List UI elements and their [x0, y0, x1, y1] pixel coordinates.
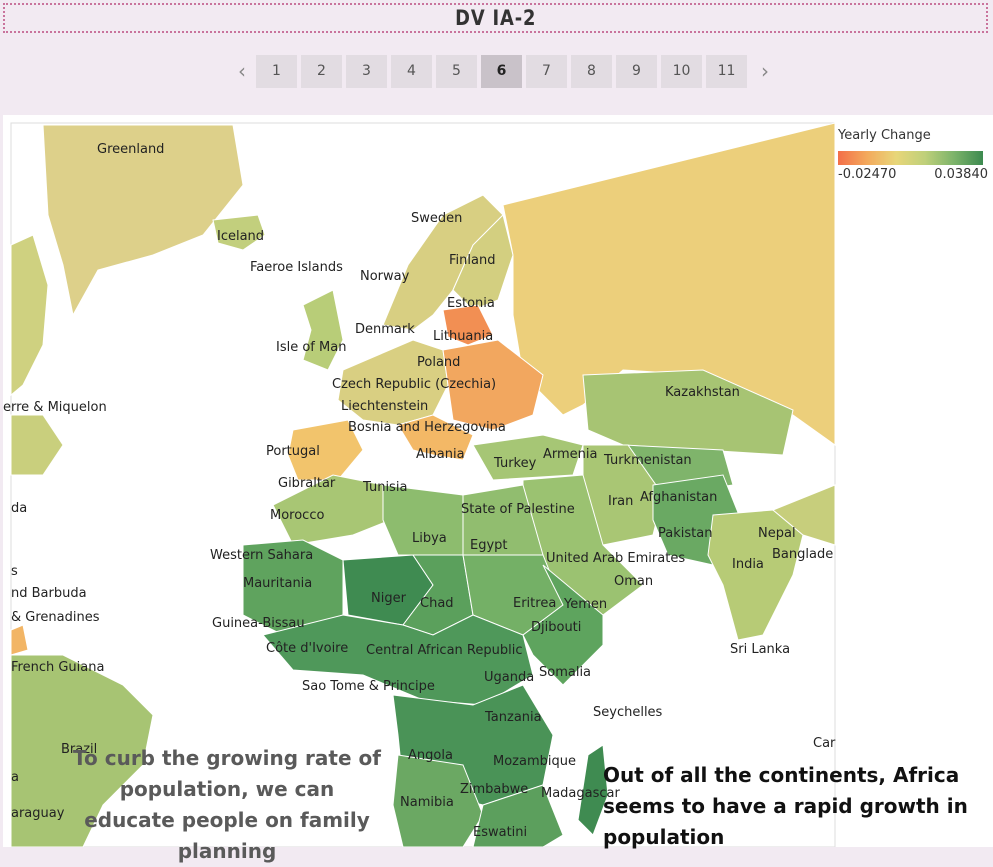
map-label-sweden: Sweden	[411, 211, 462, 226]
map-label-portugal: Portugal	[266, 444, 320, 459]
map-label-car-fragment: Car	[813, 736, 836, 751]
map-label-uae: United Arab Emirates	[546, 551, 685, 566]
page-button-5[interactable]: 5	[436, 54, 477, 88]
map-label-paraguay: araguay	[11, 806, 65, 821]
map-label-central-african-republic: Central African Republic	[366, 643, 522, 658]
map-label-eritrea: Eritrea	[513, 596, 556, 611]
annotation-right: Out of all the continents, Africa seems …	[603, 763, 968, 849]
map-label-gibraltar: Gibraltar	[278, 476, 336, 491]
map-label-bosnia: Bosnia and Herzegovina	[348, 420, 506, 435]
story-pager: ‹ 1 2 3 4 5 6 7 8 9 10 11 ›	[228, 54, 779, 88]
color-legend: Yearly Change -0.02470 0.03840	[838, 128, 988, 182]
chevron-left-icon[interactable]: ‹	[238, 59, 246, 83]
map-label-bangladesh: Banglade	[772, 547, 833, 562]
map-label-armenia: Armenia	[543, 447, 598, 462]
map-label-canada-fragment: da	[11, 501, 27, 516]
map-label-iceland: Iceland	[217, 229, 264, 244]
map-label-state-of-palestine: State of Palestine	[461, 502, 575, 517]
map-label-angola: Angola	[408, 748, 453, 763]
choropleth-map[interactable]: Greenland Iceland Faeroe Islands Norway …	[3, 115, 993, 847]
page-button-10[interactable]: 10	[661, 54, 702, 88]
map-label-zimbabwe: Zimbabwe	[460, 782, 528, 797]
map-label-tanzania: Tanzania	[484, 710, 542, 725]
legend-gradient	[838, 151, 983, 165]
map-label-liechtenstein: Liechtenstein	[341, 399, 428, 414]
page-button-9[interactable]: 9	[616, 54, 657, 88]
map-label-niger: Niger	[371, 591, 407, 606]
map-label-turkmenistan: Turkmenistan	[603, 453, 692, 468]
map-label-madagascar: Madagascar	[541, 786, 621, 801]
map-label-albania: Albania	[416, 447, 465, 462]
map-label-faeroe-islands: Faeroe Islands	[250, 260, 343, 275]
legend-title: Yearly Change	[838, 128, 931, 143]
map-label-somalia: Somalia	[539, 665, 591, 680]
map-label-sao-tome: Sao Tome & Principe	[302, 679, 435, 694]
map-label-estonia: Estonia	[447, 296, 495, 311]
map-panel[interactable]: Greenland Iceland Faeroe Islands Norway …	[3, 115, 993, 847]
map-label-saint-pierre-miquelon: erre & Miquelon	[3, 400, 107, 415]
map-label-western-sahara: Western Sahara	[210, 548, 313, 563]
map-label-mozambique: Mozambique	[493, 754, 576, 769]
page-button-3[interactable]: 3	[346, 54, 387, 88]
map-label-greenland: Greenland	[97, 142, 164, 157]
map-label-mauritania: Mauritania	[243, 576, 312, 591]
map-label-guinea-bissau: Guinea-Bissau	[212, 616, 305, 631]
map-label-namibia: Namibia	[400, 795, 454, 810]
legend-min: -0.02470	[838, 167, 897, 182]
page-button-7[interactable]: 7	[526, 54, 567, 88]
map-label-antigua-barbuda: nd Barbuda	[11, 586, 87, 601]
page-button-4[interactable]: 4	[391, 54, 432, 88]
map-label-turkey: Turkey	[493, 456, 537, 471]
map-label-grenadines: & Grenadines	[11, 610, 100, 625]
map-label-chad: Chad	[420, 596, 454, 611]
legend-max: 0.03840	[934, 167, 988, 182]
map-label-brazil: Brazil	[61, 742, 97, 757]
map-label-oman: Oman	[614, 574, 653, 589]
map-label-sri-lanka: Sri Lanka	[730, 642, 790, 657]
map-label-french-guiana: French Guiana	[11, 660, 104, 675]
map-label-seychelles: Seychelles	[593, 705, 663, 720]
map-label-norway: Norway	[360, 269, 410, 284]
map-label-isle-of-man: Isle of Man	[276, 340, 346, 355]
map-label-iran: Iran	[608, 494, 633, 509]
map-label-pakistan: Pakistan	[658, 526, 712, 541]
map-label-finland: Finland	[449, 253, 495, 268]
map-label-yemen: Yemen	[563, 597, 607, 612]
map-label-lithuania: Lithuania	[433, 329, 493, 344]
map-label-eswatini: Eswatini	[473, 825, 527, 840]
page-button-6[interactable]: 6	[481, 54, 522, 88]
map-label-czech-republic: Czech Republic (Czechia)	[332, 377, 496, 392]
map-label-cote-divoire: Côte d'Ivoire	[266, 641, 348, 656]
dashboard-title-bar: DV IA-2	[3, 3, 988, 33]
page-button-8[interactable]: 8	[571, 54, 612, 88]
map-label-fragment-s: s	[11, 564, 18, 579]
map-label-nepal: Nepal	[758, 526, 796, 541]
map-label-morocco: Morocco	[270, 508, 324, 523]
page-button-2[interactable]: 2	[301, 54, 342, 88]
map-label-libya: Libya	[412, 531, 447, 546]
page-button-1[interactable]: 1	[256, 54, 297, 88]
map-label-egypt: Egypt	[470, 538, 508, 553]
map-label-tunisia: Tunisia	[362, 480, 407, 495]
annotation-left: To curb the growing rate of population, …	[73, 746, 381, 863]
map-label-uganda: Uganda	[484, 670, 534, 685]
map-label-poland: Poland	[417, 355, 460, 370]
map-label-djibouti: Djibouti	[531, 620, 581, 635]
map-label-fragment-a: a	[11, 770, 19, 785]
map-label-india: India	[732, 557, 764, 572]
map-label-afghanistan: Afghanistan	[640, 490, 717, 505]
page-button-11[interactable]: 11	[706, 54, 747, 88]
map-label-denmark: Denmark	[355, 322, 415, 337]
chevron-right-icon[interactable]: ›	[761, 59, 769, 83]
dashboard-title: DV IA-2	[454, 6, 537, 30]
map-label-kazakhstan: Kazakhstan	[665, 385, 740, 400]
